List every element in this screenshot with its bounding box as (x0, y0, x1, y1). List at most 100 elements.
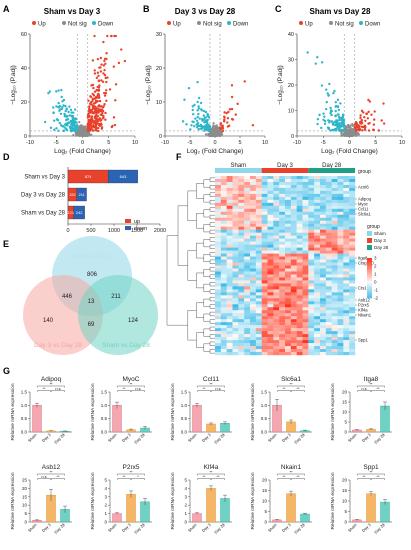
point-up (230, 84, 234, 87)
heatmap-cell (244, 211, 251, 215)
point-up (114, 34, 117, 38)
heatmap-cell (267, 232, 274, 236)
heatmap-cell (331, 352, 338, 356)
heatmap-cell (290, 244, 297, 248)
heatmap-cell (220, 176, 227, 180)
point-down (62, 129, 66, 132)
heatmap-cell (238, 199, 245, 204)
point-up (104, 92, 108, 95)
heatmap-cell (273, 187, 280, 192)
heatmap-cell (325, 334, 332, 338)
x-axis-label: Log₂ (Fold Change) (187, 148, 244, 155)
heatmap-cell (308, 310, 315, 314)
heatmap-cell (226, 328, 233, 332)
heatmap-cell (244, 187, 251, 192)
heatmap-cell (285, 232, 292, 236)
heatmap-cell (215, 286, 222, 290)
heatmap-cell (250, 184, 257, 189)
heatmap-cell (290, 262, 297, 266)
heatmap-cell (314, 349, 321, 353)
significance-label: n.s (55, 386, 60, 391)
heatmap-cell (343, 208, 350, 212)
heatmap-cell (314, 199, 321, 204)
heatmap-cell (296, 349, 303, 353)
heatmap-cell (238, 187, 245, 192)
heatmap-cell (337, 187, 344, 192)
heatmap-cell (226, 304, 233, 308)
point-not-sig (208, 134, 212, 137)
heatmap-cell (238, 214, 245, 218)
heatmap-cell (290, 259, 297, 263)
point-up (366, 117, 370, 120)
point-up (92, 102, 96, 105)
heatmap-cell (343, 301, 350, 305)
point-up (359, 121, 362, 125)
heatmap-cell (285, 325, 292, 329)
heatmap-cell (250, 322, 257, 326)
heatmap-cell (337, 280, 344, 284)
heatmap-cell (215, 226, 222, 230)
heatmap-cell (296, 289, 303, 293)
heatmap-cell (337, 295, 344, 299)
heatmap-cell (226, 214, 233, 218)
heatmap-cell (261, 241, 268, 245)
heatmap-cell (226, 199, 233, 204)
point-not-sig (84, 132, 87, 135)
heatmap-cell (325, 253, 332, 257)
heatmap-cell (220, 319, 227, 323)
point-down (332, 91, 335, 95)
heatmap-cell (250, 283, 257, 287)
heatmap-cell (273, 310, 280, 314)
y-tick-label: 0.0 (261, 430, 268, 435)
heatmap-cell (220, 211, 227, 215)
heatmap-cell (302, 214, 309, 218)
heatmap-cell (343, 271, 350, 275)
heatmap-cell (308, 202, 315, 207)
heatmap-cell (296, 253, 303, 257)
gene-label: Cts1 (358, 286, 367, 291)
heatmap-cell (220, 340, 227, 344)
point-not-sig (214, 126, 218, 129)
heatmap-cell (349, 208, 356, 212)
heatmap-cell (215, 343, 222, 347)
heatmap-cell (261, 349, 268, 353)
heatmap-cell (337, 238, 344, 242)
heatmap-cell (320, 349, 327, 353)
heatmap-cell (285, 205, 292, 210)
heatmap-cell (215, 220, 222, 224)
heatmap-cell (349, 181, 356, 186)
heatmap-cell (337, 298, 344, 302)
heatmap-cell (285, 340, 292, 344)
point-up (96, 126, 100, 130)
legend-label-down: Down (233, 22, 248, 28)
heatmap-cell (331, 349, 338, 353)
gene-label: Myoc (358, 202, 368, 207)
heatmap-cell (255, 181, 262, 186)
heatmap-cell (296, 292, 303, 296)
point-up (88, 119, 91, 122)
heatmap-cell (261, 301, 268, 305)
heatmap-cell (279, 196, 286, 201)
heatmap-cell (285, 187, 292, 192)
heatmap-cell (261, 283, 268, 287)
heatmap-cell (267, 226, 274, 230)
heatmap-cell (320, 343, 327, 347)
color-scale-step (367, 276, 372, 279)
dendrogram-branch (203, 179, 210, 188)
heatmap-cell (267, 217, 274, 221)
heatmap-cell (308, 349, 315, 353)
heatmap-cell (314, 319, 321, 323)
significance-bracket (211, 478, 225, 480)
heatmap-cell (226, 301, 233, 305)
color-scale-step (367, 264, 372, 267)
heatmap-cell (320, 238, 327, 242)
heatmap-cell (314, 331, 321, 335)
heatmap-cell (238, 259, 245, 263)
point-down (208, 129, 211, 132)
heatmap-cell (331, 232, 338, 236)
heatmap-cell (273, 331, 280, 335)
heatmap-cell (232, 214, 239, 218)
heatmap-cell (279, 343, 286, 347)
heatmap-cell (238, 184, 245, 189)
